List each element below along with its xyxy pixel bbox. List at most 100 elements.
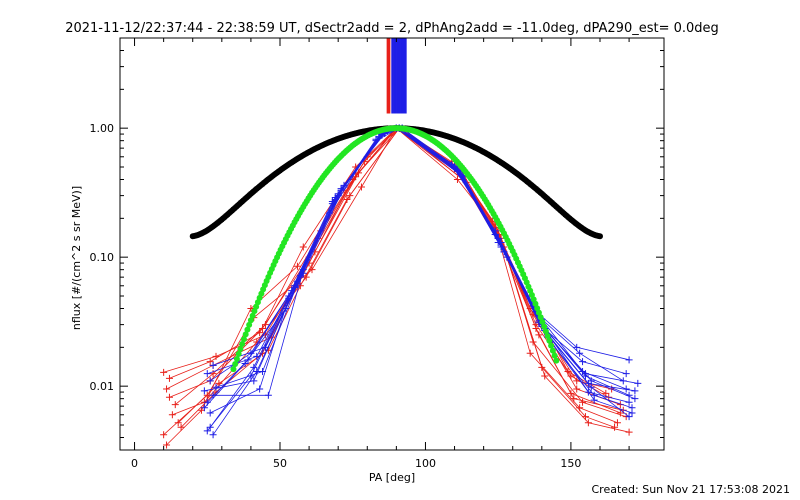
plot-frame <box>119 37 665 451</box>
x-tick-label: 100 <box>415 457 436 470</box>
green-model-dot <box>244 326 251 333</box>
red-series-line <box>169 127 624 411</box>
green-model-dot <box>537 314 544 321</box>
green-model-dot <box>541 323 548 330</box>
y-axis-label: nflux [#/(cm^2 s sr MeV)] <box>70 186 83 330</box>
red-data-point <box>165 374 173 382</box>
blue-data-point <box>579 358 587 366</box>
blue-data-point <box>451 162 459 170</box>
blue-data-point <box>628 409 636 417</box>
green-model-dot <box>551 352 558 359</box>
blue-data-point <box>334 192 342 200</box>
red-data-point <box>616 409 624 417</box>
red-data-point <box>532 324 540 332</box>
red-data-point <box>526 349 534 357</box>
blue-data-point <box>285 294 293 302</box>
blue-data-point <box>625 413 633 421</box>
vertical-bar-group <box>386 38 407 114</box>
red-data-point <box>165 393 173 401</box>
red-data-point <box>613 419 621 427</box>
red-data-point <box>584 419 592 427</box>
red-data-point <box>163 385 171 393</box>
red-data-point <box>168 411 176 419</box>
blue-data-point <box>622 370 630 378</box>
blue-data-point <box>209 361 217 369</box>
y-tick-label: 1.00 <box>90 122 115 135</box>
red-data-point <box>602 389 610 397</box>
green-model-dot <box>542 328 549 335</box>
red-data-point <box>171 401 179 409</box>
red-data-point <box>567 389 575 397</box>
black-model-dot <box>597 233 603 240</box>
blue-data-point <box>264 391 272 399</box>
x-axis-label: PA [deg] <box>369 471 415 484</box>
red-data-point <box>174 419 182 427</box>
red-data-point <box>293 262 301 270</box>
x-tick-label: 50 <box>273 457 287 470</box>
blue-data-point <box>340 183 348 191</box>
red-data-point <box>261 321 269 329</box>
green-model-dot <box>235 350 242 357</box>
green-model-dot <box>539 318 546 325</box>
blue-data-point <box>250 377 258 385</box>
green-model-dot <box>546 337 553 344</box>
y-axis: 0.01 0.10 1.00 <box>90 37 664 438</box>
blue-data-point <box>261 343 269 351</box>
green-model-dot <box>247 317 254 324</box>
green-model-dot <box>553 357 560 364</box>
green-model-dot <box>242 331 249 338</box>
red-data-point <box>160 431 168 439</box>
red-data-point <box>163 441 171 449</box>
series-group <box>160 124 642 449</box>
green-model-dot <box>240 336 247 343</box>
blue-data-point <box>206 423 214 431</box>
green-model-dot <box>534 305 541 312</box>
y-tick-label: 0.01 <box>90 380 115 393</box>
red-series-line <box>175 127 627 418</box>
blue-data-point <box>259 367 267 375</box>
blue-data-point <box>581 370 589 378</box>
chart-title: 2021-11-12/22:37:44 - 22:38:59 UT, dSect… <box>65 21 719 36</box>
blue-data-point <box>299 269 307 277</box>
green-model-dot <box>239 341 246 348</box>
red-series-line <box>172 127 615 428</box>
blue-series-line <box>206 127 630 432</box>
blue-data-point <box>573 343 581 351</box>
green-model-dot <box>249 312 256 319</box>
red-data-point <box>357 183 365 191</box>
green-model-dot <box>549 347 556 354</box>
blue-data-point <box>590 396 598 404</box>
red-data-point <box>160 368 168 376</box>
green-model-dot <box>535 309 542 316</box>
blue-data-point <box>203 427 211 435</box>
blue-data-point <box>631 395 639 403</box>
y-tick-label: 0.10 <box>90 251 115 264</box>
blue-data-point <box>212 383 220 391</box>
red-data-point <box>299 243 307 251</box>
blue-data-point <box>250 363 258 371</box>
blue-data-point <box>241 359 249 367</box>
x-tick-label: 0 <box>131 457 138 470</box>
blue-data-point <box>576 349 584 357</box>
red-data-point <box>625 428 633 436</box>
blue-data-point <box>256 385 264 393</box>
red-data-point <box>215 379 223 387</box>
x-axis: 0 50 100 150 <box>131 38 630 470</box>
blue-data-point <box>203 398 211 406</box>
red-data-point <box>611 423 619 431</box>
blue-data-point <box>497 238 505 246</box>
red-data-point <box>256 329 264 337</box>
red-data-point <box>573 385 581 393</box>
blue-data-point <box>253 352 261 360</box>
green-model-dot <box>233 355 240 362</box>
model-curve-group <box>189 125 603 373</box>
blue-data-point <box>625 356 633 364</box>
blue-data-point <box>206 409 214 417</box>
blue-data-point <box>491 230 499 238</box>
red-data-point <box>308 266 316 274</box>
red-data-point <box>177 423 185 431</box>
red-data-point <box>535 331 543 339</box>
green-model-dot <box>232 361 239 368</box>
green-model-dot <box>548 342 555 349</box>
